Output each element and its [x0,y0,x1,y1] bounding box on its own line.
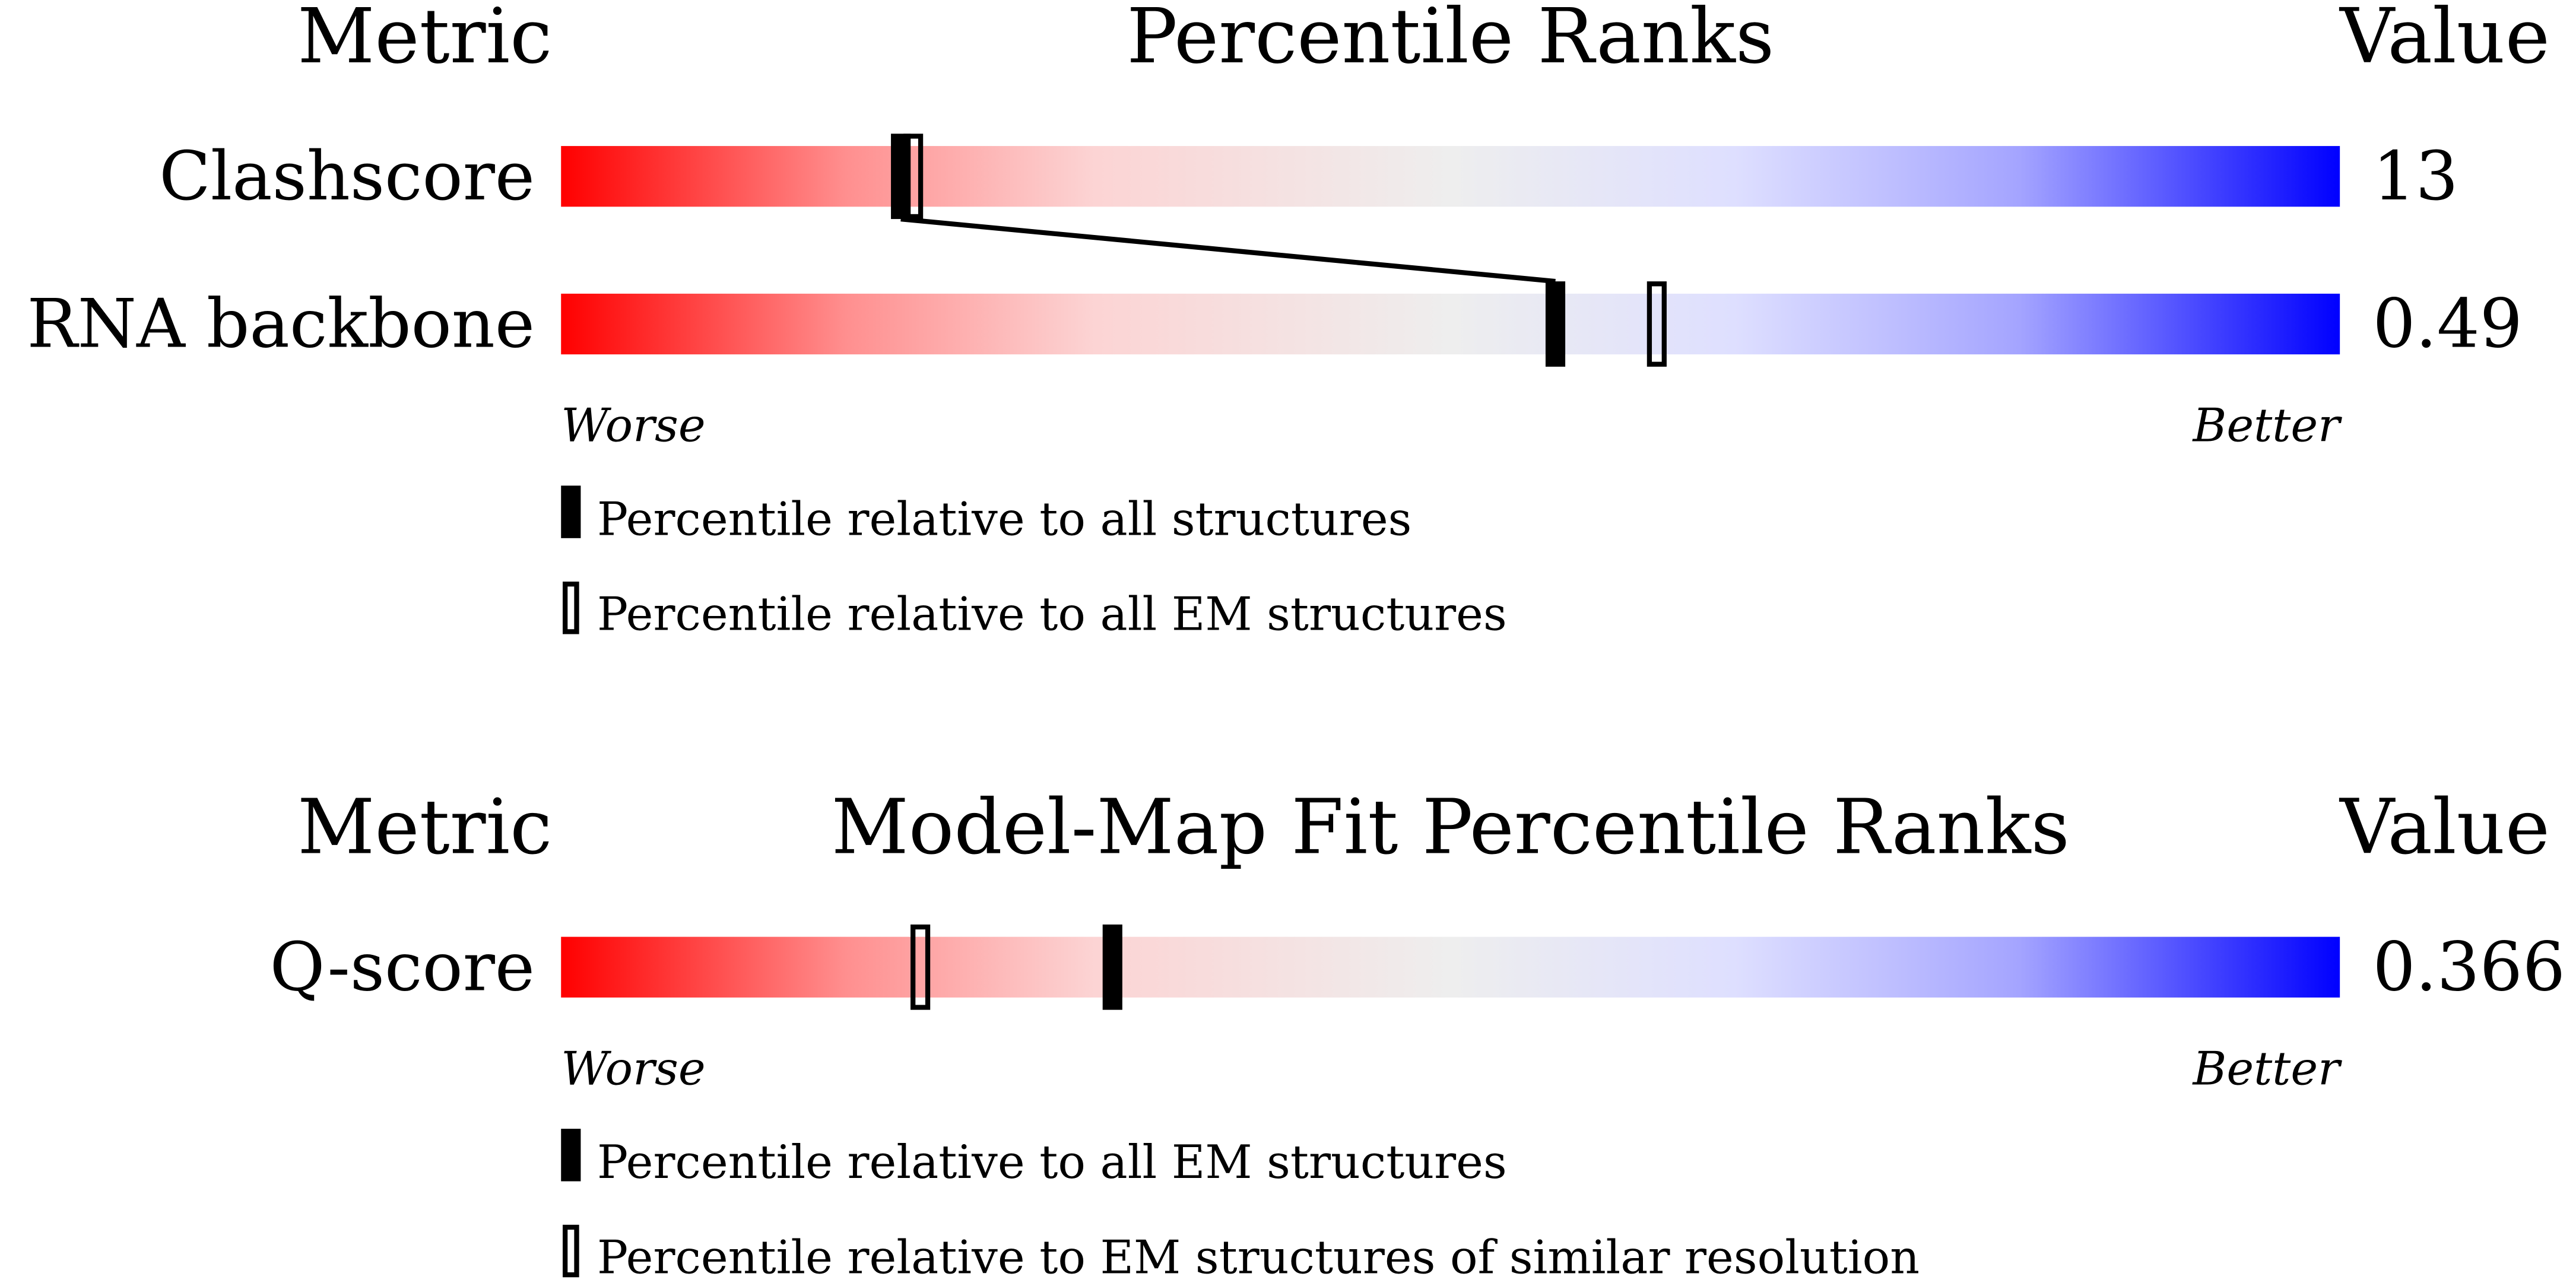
slider-bar [561,146,2340,207]
metric-label: Q-score [269,928,535,1006]
metric-value: 13 [2372,137,2458,215]
value-header: Value [2339,783,2550,871]
better-label: Better [2191,1042,2342,1095]
percentile-marker [911,924,931,1010]
legend-swatch [561,1129,581,1182]
percentile-marker [1647,281,1667,367]
worse-label: Worse [561,1042,705,1095]
slider-bar [561,936,2340,998]
legend-label: Percentile relative to all EM structures [597,1136,1507,1189]
chart-title: Model-Map Fit Percentile Ranks [832,783,2070,871]
worse-label: Worse [561,399,705,453]
metric-value: 0.366 [2372,928,2565,1006]
chart-title: Percentile Ranks [1127,0,1774,80]
connector [900,216,1556,284]
legend-swatch [561,485,581,538]
metric-label: RNA backbone [27,285,535,363]
legend-swatch [562,1224,579,1278]
metric-header: Metric [297,0,552,80]
slider-bar [561,293,2340,355]
value-header: Value [2339,0,2550,80]
metric-value: 0.49 [2372,285,2522,363]
legend-label: Percentile relative to all structures [597,493,1411,546]
better-label: Better [2191,399,2342,453]
metric-header: Metric [297,783,552,871]
metric-label: Clashscore [159,137,535,215]
legend-label: Percentile relative to EM structures of … [597,1231,1920,1283]
percentile-marker [903,134,924,220]
legend-label: Percentile relative to all EM structures [597,588,1507,642]
percentile-marker [1102,924,1122,1010]
percentile-marker [1545,281,1566,367]
legend-swatch [562,582,579,634]
